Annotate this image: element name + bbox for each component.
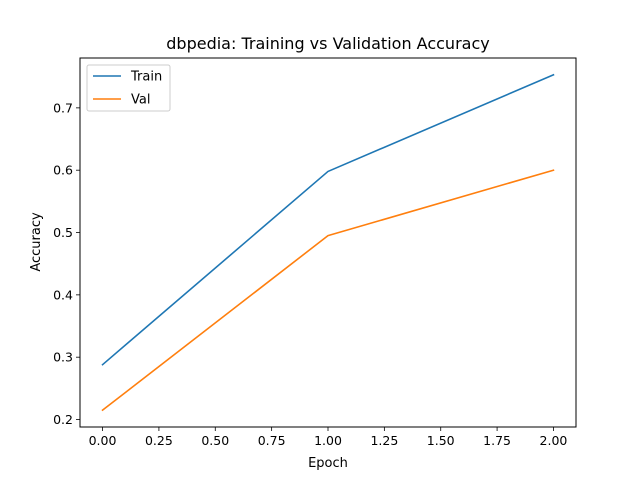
plot-area bbox=[79, 57, 577, 428]
legend-label-val: Val bbox=[131, 93, 150, 108]
x-tick-label: 1.25 bbox=[370, 433, 398, 448]
legend-label-train: Train bbox=[130, 70, 162, 85]
x-axis-label: Epoch bbox=[308, 456, 348, 471]
y-tick-label: 0.7 bbox=[53, 100, 73, 115]
series-line-val bbox=[101, 169, 555, 412]
x-tick-label: 1.75 bbox=[483, 433, 511, 448]
y-axis-label: Accuracy bbox=[29, 212, 44, 272]
axes-frame bbox=[79, 57, 577, 428]
x-tick-label: 0.75 bbox=[258, 433, 286, 448]
legend: Train Val bbox=[86, 64, 171, 112]
x-tick-label: 2.00 bbox=[540, 433, 568, 448]
chart-title: dbpedia: Training vs Validation Accuracy bbox=[166, 34, 489, 53]
y-axis: 0.2 0.3 0.4 0.5 0.6 0.7 bbox=[53, 100, 80, 427]
series-lines bbox=[101, 73, 555, 412]
x-tick-label: 1.00 bbox=[314, 433, 342, 448]
series-line-train bbox=[101, 73, 555, 366]
y-tick-label: 0.4 bbox=[53, 287, 73, 302]
x-tick-label: 0.50 bbox=[201, 433, 229, 448]
y-tick-label: 0.2 bbox=[53, 412, 73, 427]
y-tick-label: 0.6 bbox=[53, 163, 73, 178]
x-tick-label: 0.00 bbox=[89, 433, 117, 448]
x-axis: 0.00 0.25 0.50 0.75 1.00 1.25 1.50 1.75 2.00 bbox=[89, 427, 568, 448]
y-tick-label: 0.5 bbox=[53, 225, 73, 240]
y-tick-label: 0.3 bbox=[53, 350, 73, 365]
x-tick-label: 1.50 bbox=[427, 433, 455, 448]
x-tick-label: 0.25 bbox=[145, 433, 173, 448]
